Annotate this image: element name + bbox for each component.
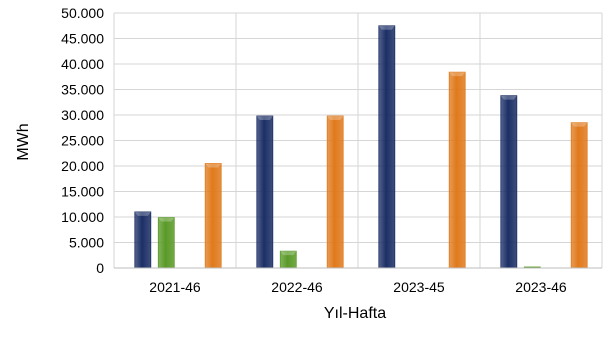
y-tick-label: 5.000 (69, 235, 104, 251)
bars (134, 25, 588, 269)
bar-bevel (280, 251, 297, 256)
bar (134, 211, 152, 269)
bar (570, 122, 588, 269)
axes: 0 5.000 10.000 15.000 20.000 25.000 30.000 35.0… (61, 5, 602, 295)
bar (378, 25, 396, 269)
y-tick-label: 30.000 (61, 107, 104, 123)
bar-bevel (378, 25, 395, 30)
x-axis-title: Yıl-Hafta (324, 305, 386, 322)
bar-bevel (449, 72, 466, 77)
bar (448, 71, 466, 269)
y-axis-title: MWh (15, 123, 32, 160)
bar (326, 115, 344, 269)
x-tick-label: 2023-45 (393, 279, 445, 295)
y-tick-label: 20.000 (61, 158, 104, 174)
y-tick-label: 35.000 (61, 82, 104, 98)
bar-bevel (327, 116, 344, 121)
bar-bevel (256, 116, 273, 121)
grid (113, 12, 603, 269)
y-tick-label: 15.000 (61, 184, 104, 200)
bar (256, 115, 274, 269)
bar (204, 163, 222, 269)
y-tick-label: 0 (96, 260, 104, 276)
y-tick-label: 25.000 (61, 133, 104, 149)
bar-bevel (134, 211, 151, 216)
x-tick-label: 2021-46 (149, 279, 201, 295)
x-tick-label: 2023-46 (515, 279, 567, 295)
y-tick-label: 40.000 (61, 56, 104, 72)
y-tick-label: 10.000 (61, 209, 104, 225)
y-tick-label: 50.000 (61, 5, 104, 21)
bar-bevel (205, 163, 222, 168)
bar-bevel (158, 217, 175, 222)
bar-bevel (571, 122, 588, 127)
bar (157, 217, 175, 269)
y-tick-label: 45.000 (61, 31, 104, 47)
bar-bevel (500, 95, 517, 100)
bar (500, 95, 518, 269)
x-tick-label: 2022-46 (271, 279, 323, 295)
